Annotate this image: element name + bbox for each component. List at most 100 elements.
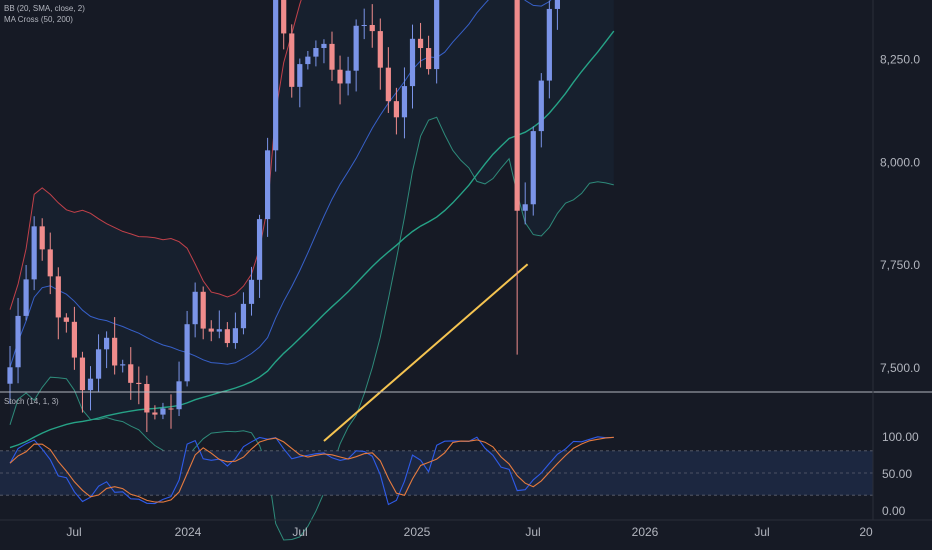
candle[interactable] <box>426 35 432 75</box>
candle[interactable] <box>136 366 142 405</box>
stoch-pane[interactable] <box>0 436 873 506</box>
candle[interactable] <box>345 56 351 96</box>
candle[interactable] <box>281 0 287 50</box>
candle[interactable] <box>112 317 118 375</box>
candle[interactable] <box>31 216 37 291</box>
bb-upper-line[interactable] <box>9 0 614 310</box>
candle[interactable] <box>104 331 110 369</box>
candle-body <box>23 279 29 316</box>
candle[interactable] <box>297 58 303 108</box>
ma50-line[interactable] <box>9 30 615 449</box>
candle[interactable] <box>47 232 53 295</box>
candle-body <box>289 33 295 87</box>
candle[interactable] <box>39 218 45 261</box>
candle[interactable] <box>7 346 13 404</box>
candle-body <box>329 43 335 70</box>
candle[interactable] <box>329 31 335 81</box>
candle[interactable] <box>273 0 279 172</box>
candle[interactable] <box>216 310 222 339</box>
candle-body <box>426 48 432 70</box>
candle[interactable] <box>546 0 552 99</box>
ma200-line[interactable] <box>323 263 529 442</box>
candle[interactable] <box>55 267 61 340</box>
time-tick-label: 2024 <box>175 525 202 539</box>
candle-body <box>313 48 319 57</box>
candle[interactable] <box>128 347 134 400</box>
candle[interactable] <box>369 4 375 48</box>
candle-body <box>55 276 61 318</box>
candle[interactable] <box>522 182 528 225</box>
candle[interactable] <box>240 292 247 335</box>
candle[interactable] <box>289 24 295 98</box>
candle[interactable] <box>232 312 238 349</box>
candle[interactable] <box>23 265 29 321</box>
candle[interactable] <box>401 67 408 139</box>
candle-body <box>7 367 13 384</box>
candle-body <box>112 337 118 366</box>
candle[interactable] <box>63 313 69 333</box>
candle[interactable] <box>554 0 560 30</box>
candle-body <box>176 381 182 410</box>
candle-body <box>401 86 408 118</box>
candle-body <box>128 364 134 383</box>
candle[interactable] <box>353 19 359 92</box>
bb-lower-line[interactable] <box>9 116 614 541</box>
candle[interactable] <box>434 0 440 84</box>
candle[interactable] <box>224 322 230 348</box>
candle[interactable] <box>168 394 174 429</box>
candle-body <box>361 25 367 27</box>
candle[interactable] <box>248 266 255 316</box>
stoch-d-line[interactable] <box>9 436 614 503</box>
candle[interactable] <box>192 282 198 338</box>
candle[interactable] <box>361 8 367 40</box>
candle[interactable] <box>87 366 94 411</box>
candle[interactable] <box>337 55 343 105</box>
candle[interactable] <box>200 286 206 340</box>
candle[interactable] <box>176 361 182 417</box>
candle[interactable] <box>514 0 520 355</box>
candle-body <box>200 291 206 329</box>
candle-body <box>554 0 560 9</box>
candle-body <box>224 329 230 344</box>
candle-body <box>63 317 69 322</box>
bb-fill <box>10 0 614 540</box>
candle[interactable] <box>530 126 536 216</box>
candle[interactable] <box>71 306 77 370</box>
candle[interactable] <box>152 405 158 420</box>
candle-body <box>369 25 375 32</box>
candle[interactable] <box>409 24 416 109</box>
candle[interactable] <box>256 214 263 298</box>
candle[interactable] <box>538 73 544 148</box>
candle-body <box>337 69 343 84</box>
bb-basis-line[interactable] <box>9 0 614 368</box>
candle[interactable] <box>321 39 327 64</box>
candle[interactable] <box>305 50 311 70</box>
candle[interactable] <box>385 47 391 113</box>
bb-indicator-label[interactable]: BB (20, SMA, close, 2) <box>4 4 85 13</box>
candle-body <box>305 56 311 65</box>
candle[interactable] <box>95 334 102 392</box>
candle[interactable] <box>120 359 126 373</box>
price-pane[interactable] <box>0 0 873 541</box>
candle[interactable] <box>208 320 214 342</box>
candle[interactable] <box>144 375 150 432</box>
time-tick-label: 2025 <box>404 525 431 539</box>
time-tick-label: Jul <box>66 525 81 539</box>
candle[interactable] <box>313 40 319 67</box>
time-tick-label: Jul <box>754 525 769 539</box>
candle[interactable] <box>79 351 86 413</box>
candle[interactable] <box>15 297 21 384</box>
candle-body <box>530 131 536 205</box>
candle[interactable] <box>160 402 166 420</box>
candle[interactable] <box>377 18 383 90</box>
stoch-indicator-label[interactable]: Stoch (14, 1, 3) <box>4 397 59 406</box>
candle[interactable] <box>393 87 399 135</box>
candle[interactable] <box>184 310 190 387</box>
stoch-tick-label: 0.00 <box>882 504 906 518</box>
candle[interactable] <box>265 137 271 237</box>
candle[interactable] <box>417 22 424 68</box>
ma-cross-indicator-label[interactable]: MA Cross (50, 200) <box>4 15 73 24</box>
candle-body <box>31 226 37 280</box>
